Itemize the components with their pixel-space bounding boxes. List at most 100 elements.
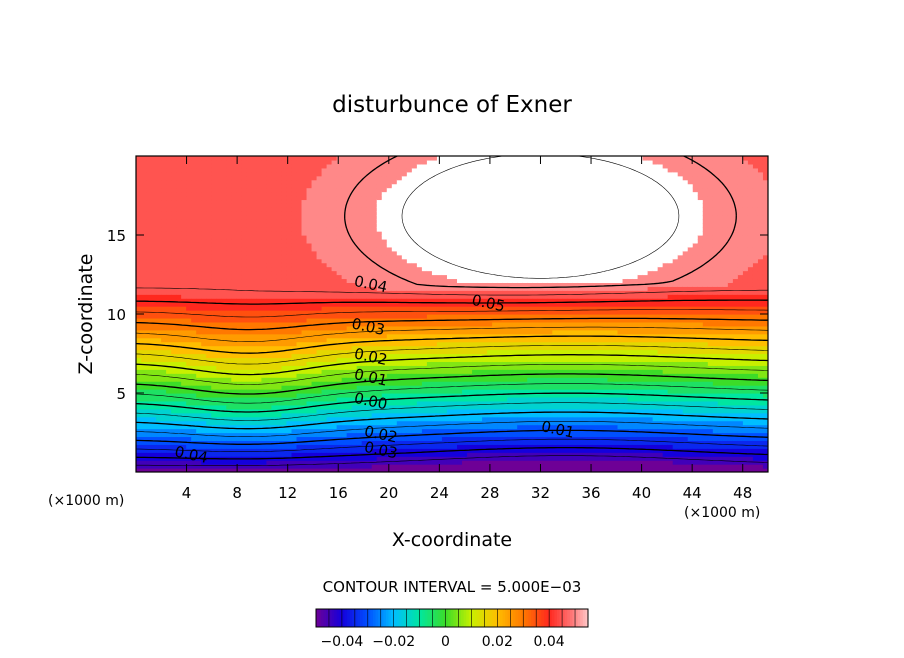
chart-title: disturbunce of Exner — [332, 92, 572, 118]
colorbar-cell — [448, 609, 451, 627]
colorbar-cell — [409, 609, 412, 627]
x-tick-label: 20 — [379, 484, 398, 502]
colorbar-cell — [401, 609, 404, 627]
x-tick-label: 28 — [480, 484, 499, 502]
colorbar-cell — [510, 609, 513, 627]
x-axis-label: X-coordinate — [392, 529, 512, 551]
colorbar-cell — [399, 609, 402, 627]
colorbar-cell — [451, 609, 454, 627]
x-tick-label: 36 — [581, 484, 600, 502]
y-tick-label: 15 — [107, 227, 126, 245]
colorbar-cell — [562, 609, 565, 627]
colorbar-cell — [531, 609, 534, 627]
colorbar-cell — [438, 609, 441, 627]
colorbar-cell — [389, 609, 392, 627]
y-unit-label: (×1000 m) — [48, 493, 124, 509]
colorbar-cell — [461, 609, 464, 627]
colorbar-cell — [321, 609, 324, 627]
colorbar-cell — [518, 609, 521, 627]
colorbar-cell — [350, 609, 353, 627]
colorbar-cell — [503, 609, 506, 627]
colorbar-cell — [479, 609, 482, 627]
colorbar-cell — [526, 609, 529, 627]
colorbar-cell — [541, 609, 544, 627]
colorbar-cell — [337, 609, 340, 627]
colorbar-cell — [360, 609, 363, 627]
colorbar-cell — [567, 609, 570, 627]
colorbar-cell — [446, 609, 449, 627]
colorbar-cell — [513, 609, 516, 627]
colorbar-cell — [420, 609, 423, 627]
colorbar-cell — [575, 609, 578, 627]
colorbar-tick-label: −0.02 — [372, 634, 415, 650]
colorbar-cell — [363, 609, 366, 627]
colorbar-cell — [484, 609, 487, 627]
colorbar-cell — [422, 609, 425, 627]
colorbar-cell — [557, 609, 560, 627]
colorbar-cell — [435, 609, 438, 627]
contour-interval-label: CONTOUR INTERVAL = 5.000E−03 — [323, 578, 582, 596]
colorbar-tick-label: 0 — [441, 634, 450, 650]
colorbar-cell — [329, 609, 332, 627]
colorbar-tick-label: −0.04 — [320, 634, 363, 650]
colorbar-cell — [355, 609, 358, 627]
colorbar-cell — [394, 609, 397, 627]
contour-fill — [136, 156, 769, 473]
colorbar-cell — [342, 609, 345, 627]
colorbar-tick-label: 0.02 — [482, 634, 513, 650]
colorbar-cell — [368, 609, 371, 627]
colorbar-cell — [453, 609, 456, 627]
colorbar-cell — [433, 609, 436, 627]
colorbar-cell — [565, 609, 568, 627]
x-unit-label: (×1000 m) — [684, 505, 760, 521]
x-tick-label: 40 — [632, 484, 651, 502]
y-tick-label: 5 — [116, 385, 126, 403]
x-tick-label: 8 — [232, 484, 242, 502]
colorbar-cell — [332, 609, 335, 627]
x-tick-label: 16 — [329, 484, 348, 502]
colorbar-cell — [427, 609, 430, 627]
x-tick-label: 24 — [430, 484, 449, 502]
colorbar-cell — [466, 609, 469, 627]
colorbar-cell — [490, 609, 493, 627]
colorbar-cell — [347, 609, 350, 627]
colorbar-cell — [536, 609, 539, 627]
colorbar-cell — [345, 609, 348, 627]
colorbar-cell — [373, 609, 376, 627]
x-tick-label: 12 — [278, 484, 297, 502]
colorbar-tick-label: 0.04 — [534, 634, 565, 650]
colorbar-tick-labels: −0.04 −0.02 0 0.02 0.04 — [320, 634, 564, 650]
colorbar-cell — [324, 609, 327, 627]
x-tick-label: 48 — [733, 484, 752, 502]
colorbar-cell — [549, 609, 552, 627]
colorbar-cell — [578, 609, 581, 627]
colorbar-cell — [370, 609, 373, 627]
colorbar-cell — [552, 609, 555, 627]
colorbar-cell — [386, 609, 389, 627]
y-axis-label: Z-coordinate — [75, 254, 97, 375]
colorbar-cell — [487, 609, 490, 627]
colorbar-cell — [458, 609, 461, 627]
colorbar-cell — [492, 609, 495, 627]
colorbar-cell — [396, 609, 399, 627]
colorbar-cell — [357, 609, 360, 627]
colorbar-cell — [464, 609, 467, 627]
colorbar-cell — [383, 609, 386, 627]
colorbar-cell — [523, 609, 526, 627]
colorbar-cell — [471, 609, 474, 627]
colorbar-cell — [407, 609, 410, 627]
colorbar-cell — [554, 609, 557, 627]
x-tick-label: 4 — [182, 484, 192, 502]
colorbar-cell — [500, 609, 503, 627]
colorbar-cell — [544, 609, 547, 627]
colorbar-cell — [440, 609, 443, 627]
colorbar-cell — [319, 609, 322, 627]
colorbar-cell — [474, 609, 477, 627]
colorbar-cell — [381, 609, 384, 627]
colorbar-cell — [497, 609, 500, 627]
colorbar-cell — [528, 609, 531, 627]
colorbar-cell — [580, 609, 583, 627]
colorbar-cell — [570, 609, 573, 627]
